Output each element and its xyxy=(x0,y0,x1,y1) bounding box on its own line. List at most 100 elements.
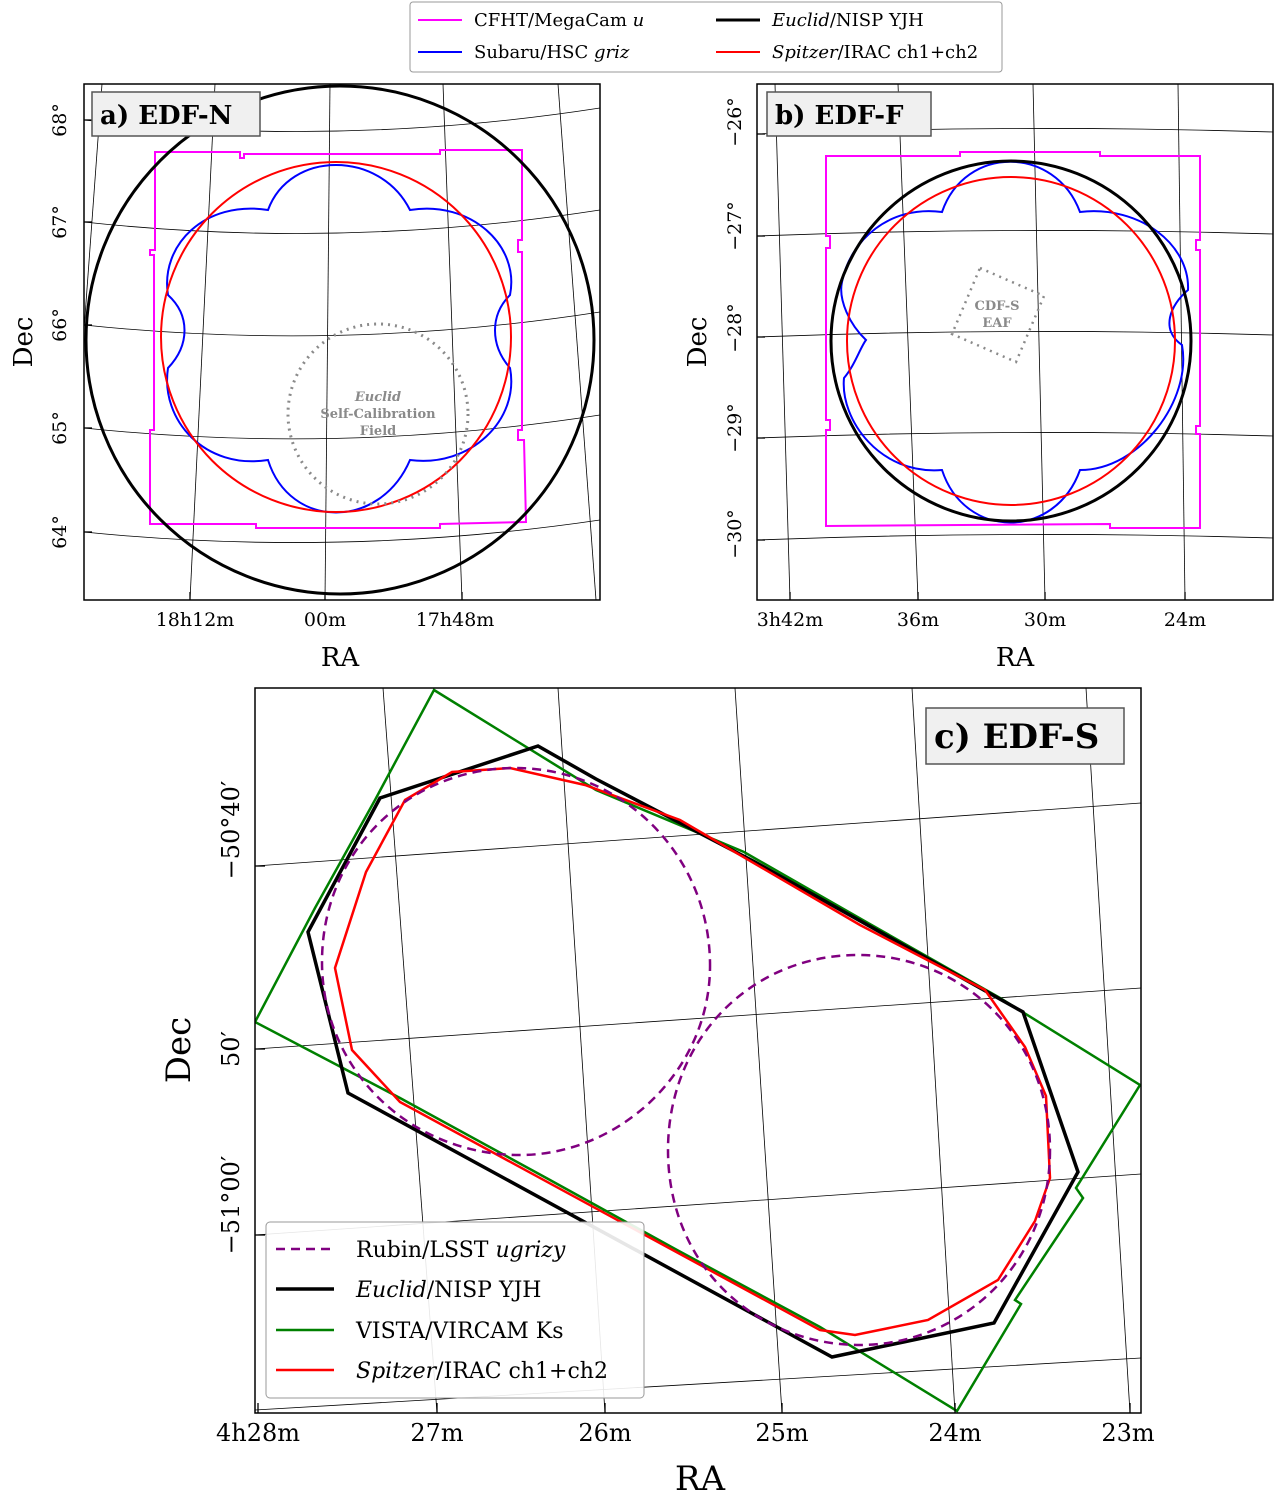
panel-c-grid-dec-50 xyxy=(255,987,1141,1050)
panel-a-selfcal-field xyxy=(286,322,470,506)
panel-b-title: b) EDF-F xyxy=(775,101,904,131)
panel-a-frame xyxy=(83,83,601,601)
panel-a-spitzer xyxy=(160,161,512,513)
panel-b-xtick-label-24: 24m xyxy=(1164,609,1206,631)
panel-b-grid-ra-1 xyxy=(774,84,791,600)
panel-c-legend-label-vista: VISTA/VIRCAM Ks xyxy=(355,1319,564,1344)
panel-b-spitzer xyxy=(846,176,1176,506)
panel-b-ytick-label-27: −27° xyxy=(724,201,746,251)
panel-a-cfht-u xyxy=(149,149,528,529)
panel-a-grid-dec-65 xyxy=(84,414,600,440)
panel-c-xlabel: RA xyxy=(675,1459,726,1499)
top-legend: CFHT/MegaCam u Euclid/NISP YJH Subaru/HS… xyxy=(409,1,1003,73)
panel-a-ytick-label-68: 68° xyxy=(49,103,71,137)
panel-b-grid-dec-30 xyxy=(757,534,1273,541)
panel-c-ylabel: Dec xyxy=(159,1017,199,1083)
panel-a-euclid xyxy=(84,84,596,596)
panel-c-grid-ra-23 xyxy=(1085,688,1131,1413)
panel-a-grid-dec-64 xyxy=(84,519,600,543)
panel-c-xtick-label-25: 25m xyxy=(755,1419,809,1447)
panel-a-title-box xyxy=(91,91,261,137)
panel-c-spitzer xyxy=(333,766,1052,1337)
panel-c-legend-label-spitzer: Spitzer/IRAC ch1+ch2 xyxy=(356,1359,608,1384)
panel-b-hsc xyxy=(840,160,1190,524)
panel-b-annotation-line1: CDF-S xyxy=(974,299,1019,314)
panel-b-grid-dec-28 xyxy=(757,331,1273,338)
panel-b-ytick-label-26: −26° xyxy=(724,97,746,147)
panel-c-grid-dec-4040 xyxy=(255,802,1141,867)
panel-a-annotation-line1: Euclid xyxy=(354,390,401,405)
panel-c-grid-ra-25 xyxy=(734,688,783,1413)
panel-c-xtick-label-428: 4h28m xyxy=(216,1419,300,1447)
panel-b-xtick-label-36: 36m xyxy=(897,609,939,631)
panel-b-annotation-line2: EAF xyxy=(982,316,1012,331)
panel-b-ytick-label-29: −29° xyxy=(724,403,746,453)
top-legend-box xyxy=(409,1,1003,73)
panel-c-frame xyxy=(254,687,1142,1414)
panel-a-title: a) EDF-N xyxy=(100,101,232,131)
panel-b-grid-ra-2 xyxy=(897,84,919,600)
panel-c-rubin-1 xyxy=(320,766,712,1157)
panel-c-title-box xyxy=(925,707,1125,765)
panel-c-ticks xyxy=(255,865,1131,1413)
panel-a: Euclid Self-Calibration Field a) EDF-N 6… xyxy=(9,83,601,673)
panel-b-grid-dec-27 xyxy=(757,230,1273,237)
top-legend-label-euclid: Euclid/NISP YJH xyxy=(771,10,924,31)
panel-a-ytick-label-67: 67° xyxy=(49,205,71,239)
panel-a-ytick-label-64: 64° xyxy=(49,515,71,549)
panel-a-grid-dec-66 xyxy=(84,311,600,337)
panel-b-ytick-label-30: −30° xyxy=(724,509,746,559)
panel-a-xtick-label-1748: 17h48m xyxy=(416,609,495,631)
panel-a-ytick-label-66: 66° xyxy=(49,308,71,342)
panel-c-ytick-label-4040: −50°40′ xyxy=(217,781,245,880)
panel-b-euclid xyxy=(829,159,1193,523)
panel-a-ylabel: Dec xyxy=(9,317,39,368)
panel-c-legend-label-euclid: Euclid/NISP YJH xyxy=(355,1278,541,1303)
panel-c-ytick-label-50: 50′ xyxy=(217,1031,245,1067)
panel-b-ylabel: Dec xyxy=(683,317,713,368)
panel-a-xlabel: RA xyxy=(321,643,361,673)
panel-b-grid-dec-29 xyxy=(757,432,1273,439)
panel-c-legend-box xyxy=(265,1221,645,1399)
panel-c-xtick-label-24: 24m xyxy=(928,1419,982,1447)
panel-a-ytick-label-65: 65° xyxy=(49,411,71,445)
panel-a-ticks xyxy=(84,119,463,600)
panel-a-plot-area: Euclid Self-Calibration Field xyxy=(84,84,600,600)
panel-a-hsc xyxy=(166,164,513,514)
panel-b-cfht-u xyxy=(825,151,1201,529)
panel-b-grid xyxy=(757,84,1273,600)
panel-c-plot-area xyxy=(255,688,1141,1413)
panel-c-xtick-label-27: 27m xyxy=(410,1419,464,1447)
top-legend-label-hsc: Subaru/HSC griz xyxy=(474,42,630,63)
panel-a-xtick-label-00: 00m xyxy=(304,609,346,631)
panel-b-xtick-label-30: 30m xyxy=(1024,609,1066,631)
panel-a-annotation-line3: Field xyxy=(360,424,396,439)
panel-a-grid-ra-5 xyxy=(557,84,597,600)
panel-a-annotation-line2: Self-Calibration xyxy=(320,407,436,422)
panel-c-legend-label-rubin: Rubin/LSST ugrizy xyxy=(356,1238,566,1263)
panel-b-plot-area: CDF-S EAF xyxy=(757,84,1273,600)
top-legend-label-spitzer: Spitzer/IRAC ch1+ch2 xyxy=(772,42,978,63)
panel-b-title-box xyxy=(766,91,932,137)
panel-c-xtick-label-23: 23m xyxy=(1101,1419,1155,1447)
panel-c-ytick-label-5100: −51°00′ xyxy=(217,1156,245,1255)
panel-c: c) EDF-S Rubin/LSST ugrizy Euclid/NISP Y… xyxy=(159,687,1155,1499)
panel-a-grid-ra-2 xyxy=(189,84,216,600)
panel-a-xtick-label-1812: 18h12m xyxy=(156,609,235,631)
top-legend-label-cfht: CFHT/MegaCam u xyxy=(474,10,644,31)
panel-b-xlabel: RA xyxy=(996,643,1036,673)
panel-a-grid xyxy=(84,84,600,600)
panel-c-grid-ra-24 xyxy=(911,688,956,1413)
panel-b-cdfs-eaf xyxy=(950,266,1046,364)
panel-c-xtick-label-26: 26m xyxy=(578,1419,632,1447)
panel-a-grid-ra-4 xyxy=(442,84,463,600)
panel-c-euclid xyxy=(306,744,1080,1359)
panel-c-rubin-2 xyxy=(666,953,1052,1347)
panel-b-xtick-label-342: 3h42m xyxy=(757,609,824,631)
panel-b-grid-ra-4 xyxy=(1177,84,1186,600)
panel-b-ticks xyxy=(757,133,1186,600)
panel-b-ytick-label-28: −28° xyxy=(724,303,746,353)
panel-c-vista xyxy=(255,688,1141,1413)
panel-c-title: c) EDF-S xyxy=(934,717,1099,757)
